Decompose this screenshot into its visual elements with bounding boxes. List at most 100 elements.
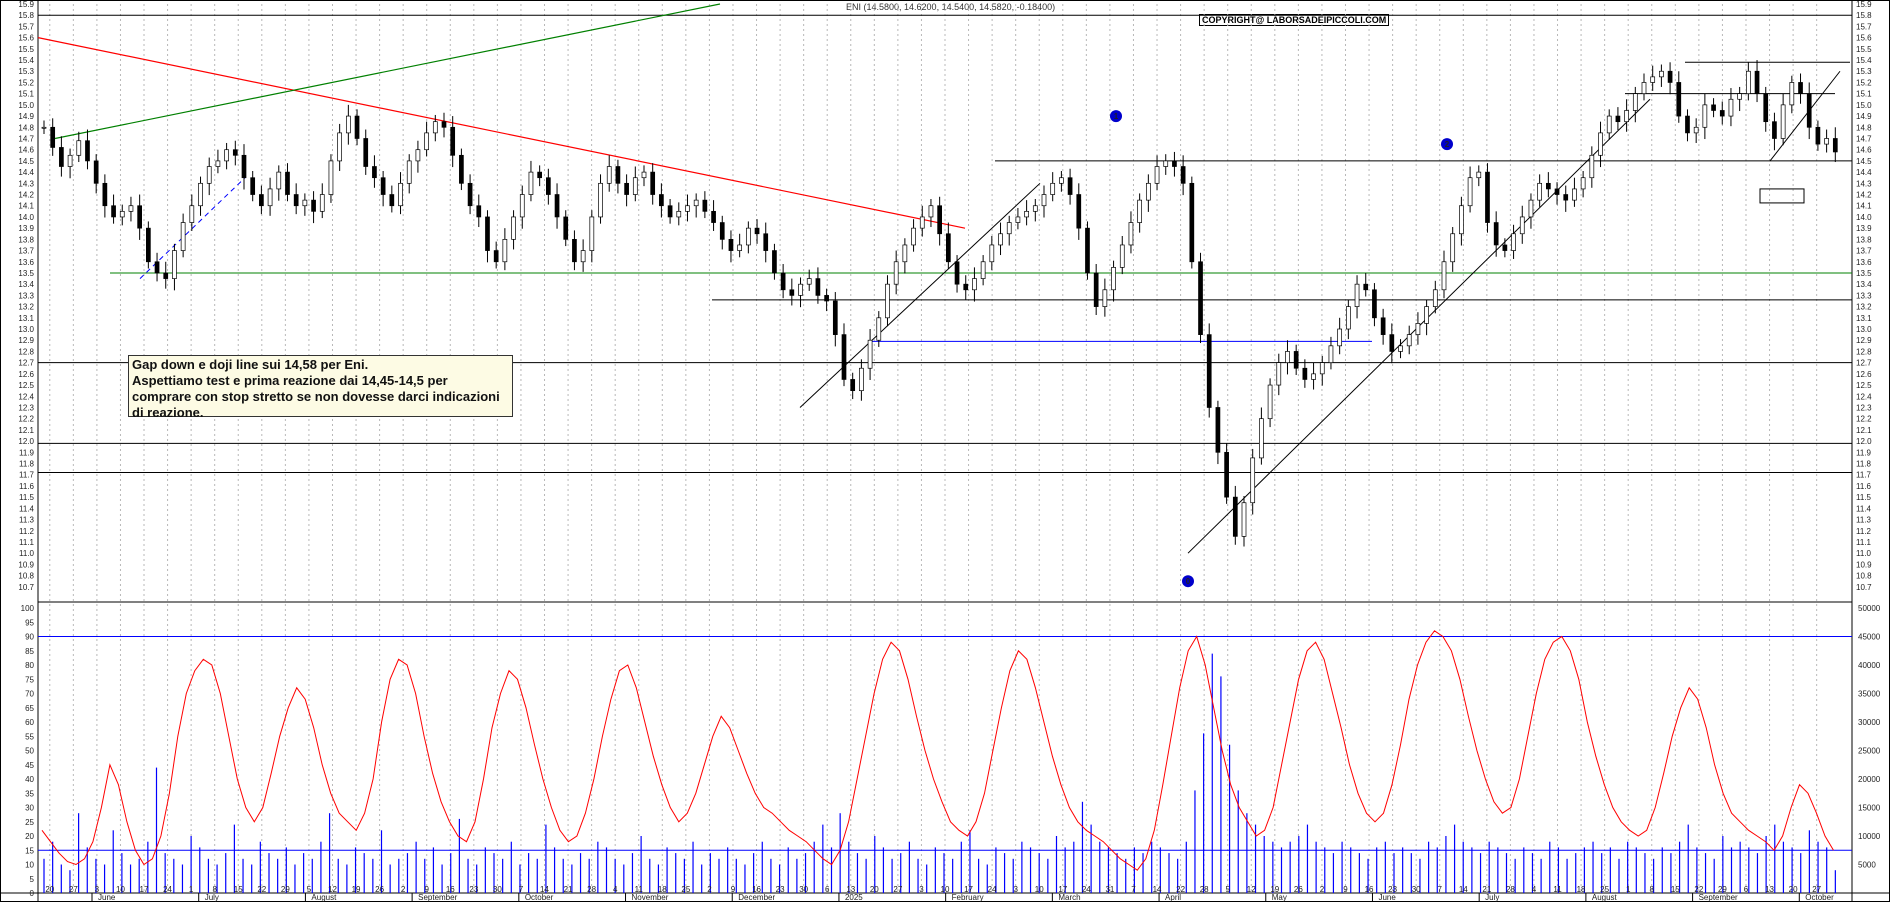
y-tick-label-right: 15.2 <box>1856 78 1872 87</box>
y-tick-label-left: 13.2 <box>18 303 34 312</box>
x-day-tick-label: 7 <box>519 885 524 894</box>
candle-body <box>1285 351 1290 363</box>
x-day-tick-label: 10 <box>941 885 950 894</box>
x-day-tick-label: 2 <box>1320 885 1325 894</box>
candle-body <box>1528 199 1534 218</box>
candle-body <box>598 182 603 218</box>
candle-body <box>1485 171 1490 223</box>
y-tick-label-left: 15.1 <box>18 90 34 99</box>
candle-body <box>1119 244 1125 268</box>
x-day-tick-label: 5 <box>307 885 312 894</box>
x-month-label: November <box>632 893 669 902</box>
x-day-tick-label: 4 <box>1532 885 1537 894</box>
candle-body <box>937 205 943 235</box>
candle-body <box>1789 82 1795 106</box>
y-tick-label-right: 13.0 <box>1856 325 1872 334</box>
x-day-tick-label: 19 <box>1270 885 1279 894</box>
candle-body <box>172 250 177 279</box>
candle-body <box>606 166 612 184</box>
candle-body <box>345 115 351 134</box>
x-month-label: May <box>1272 893 1287 902</box>
candle-body <box>1006 222 1012 235</box>
y-tick-label-right: 14.9 <box>1856 112 1872 121</box>
candle-body <box>1441 261 1447 291</box>
candle-body <box>867 339 873 369</box>
candle-body <box>737 244 743 251</box>
y-tick-label-left: 10.7 <box>18 583 34 592</box>
candle-body <box>1450 233 1456 263</box>
candle-body <box>319 194 325 212</box>
y-tick-label-left: 12.2 <box>18 415 34 424</box>
y-tick-label-right: 14.8 <box>1856 123 1872 132</box>
candle-body <box>1806 93 1812 128</box>
copyright-label: COPYRIGHT@ LABORSADEIPICCOLI.COM <box>1199 14 1390 26</box>
y-tick-label-left: 14.9 <box>18 112 34 121</box>
support-trendline-1 <box>799 182 1041 408</box>
candle-body <box>50 126 56 148</box>
y-tick-label-right: 12.2 <box>1856 415 1872 424</box>
x-day-tick-label: 2 <box>401 885 406 894</box>
candle-body <box>59 147 64 167</box>
candle-body <box>624 182 629 195</box>
x-day-tick-label: 1 <box>189 885 194 894</box>
candle-body <box>1641 82 1647 95</box>
candle-body <box>1337 328 1343 347</box>
y-tick-label-right: 12.8 <box>1856 347 1872 356</box>
y-tick-label-right: 12.1 <box>1856 426 1872 435</box>
osc-tick-label: 15 <box>25 846 34 855</box>
candle-body <box>693 199 699 207</box>
candle-body <box>1259 418 1264 459</box>
y-tick-label-right: 11.6 <box>1856 482 1872 491</box>
y-tick-label-right: 14.2 <box>1856 191 1872 200</box>
y-tick-label-right: 11.4 <box>1856 504 1872 513</box>
y-tick-label-right: 12.7 <box>1856 359 1872 368</box>
osc-tick-label: 90 <box>25 633 34 642</box>
y-tick-label-left: 14.7 <box>18 134 34 143</box>
candle-body <box>337 132 343 162</box>
candle-body <box>267 188 273 207</box>
y-tick-label-left: 11.6 <box>19 482 35 491</box>
volume-tick-label: 15000 <box>1858 804 1881 813</box>
candle-body <box>1250 457 1256 504</box>
x-month-label: July <box>205 893 219 902</box>
candle-body <box>189 205 195 223</box>
x-month-label: February <box>952 893 984 902</box>
candle-body <box>980 261 986 279</box>
y-tick-label-right: 13.1 <box>1856 314 1872 323</box>
candle-body <box>1102 289 1108 307</box>
candle-body <box>789 289 795 296</box>
y-tick-label-left: 11.2 <box>19 527 35 536</box>
candle-body <box>728 239 734 251</box>
candle-body <box>1459 205 1464 235</box>
candle-body <box>1145 182 1151 201</box>
candle-body <box>1580 177 1586 190</box>
y-tick-label-right: 14.0 <box>1856 213 1872 222</box>
candle-body <box>154 261 160 274</box>
wave-label-marker <box>1182 575 1194 588</box>
y-tick-label-left: 13.8 <box>18 235 34 244</box>
y-tick-label-left: 14.2 <box>18 191 34 200</box>
candle-body <box>93 160 99 184</box>
x-day-tick-label: 26 <box>375 885 384 894</box>
y-tick-label-right: 12.3 <box>1856 403 1872 412</box>
candle-body <box>1389 334 1395 352</box>
candle-body <box>1545 182 1551 190</box>
candle-body <box>311 199 316 212</box>
candle-body <box>1772 121 1777 139</box>
osc-tick-label: 40 <box>25 775 34 784</box>
candle-body <box>1563 194 1569 201</box>
candle-body <box>102 182 108 207</box>
candle-body <box>511 216 516 240</box>
candle-body <box>1067 177 1073 195</box>
candle-body <box>841 334 847 380</box>
x-month-label: September <box>418 893 457 902</box>
x-day-tick-label: 10 <box>116 885 125 894</box>
osc-tick-label: 65 <box>25 704 34 713</box>
candle-body <box>545 177 551 195</box>
candle-body <box>380 177 386 195</box>
y-tick-label-left: 14.6 <box>18 146 34 155</box>
candle-body <box>1319 362 1325 375</box>
x-day-tick-label: 20 <box>870 885 879 894</box>
y-tick-label-left: 14.4 <box>18 168 34 177</box>
candle-body <box>241 154 247 179</box>
